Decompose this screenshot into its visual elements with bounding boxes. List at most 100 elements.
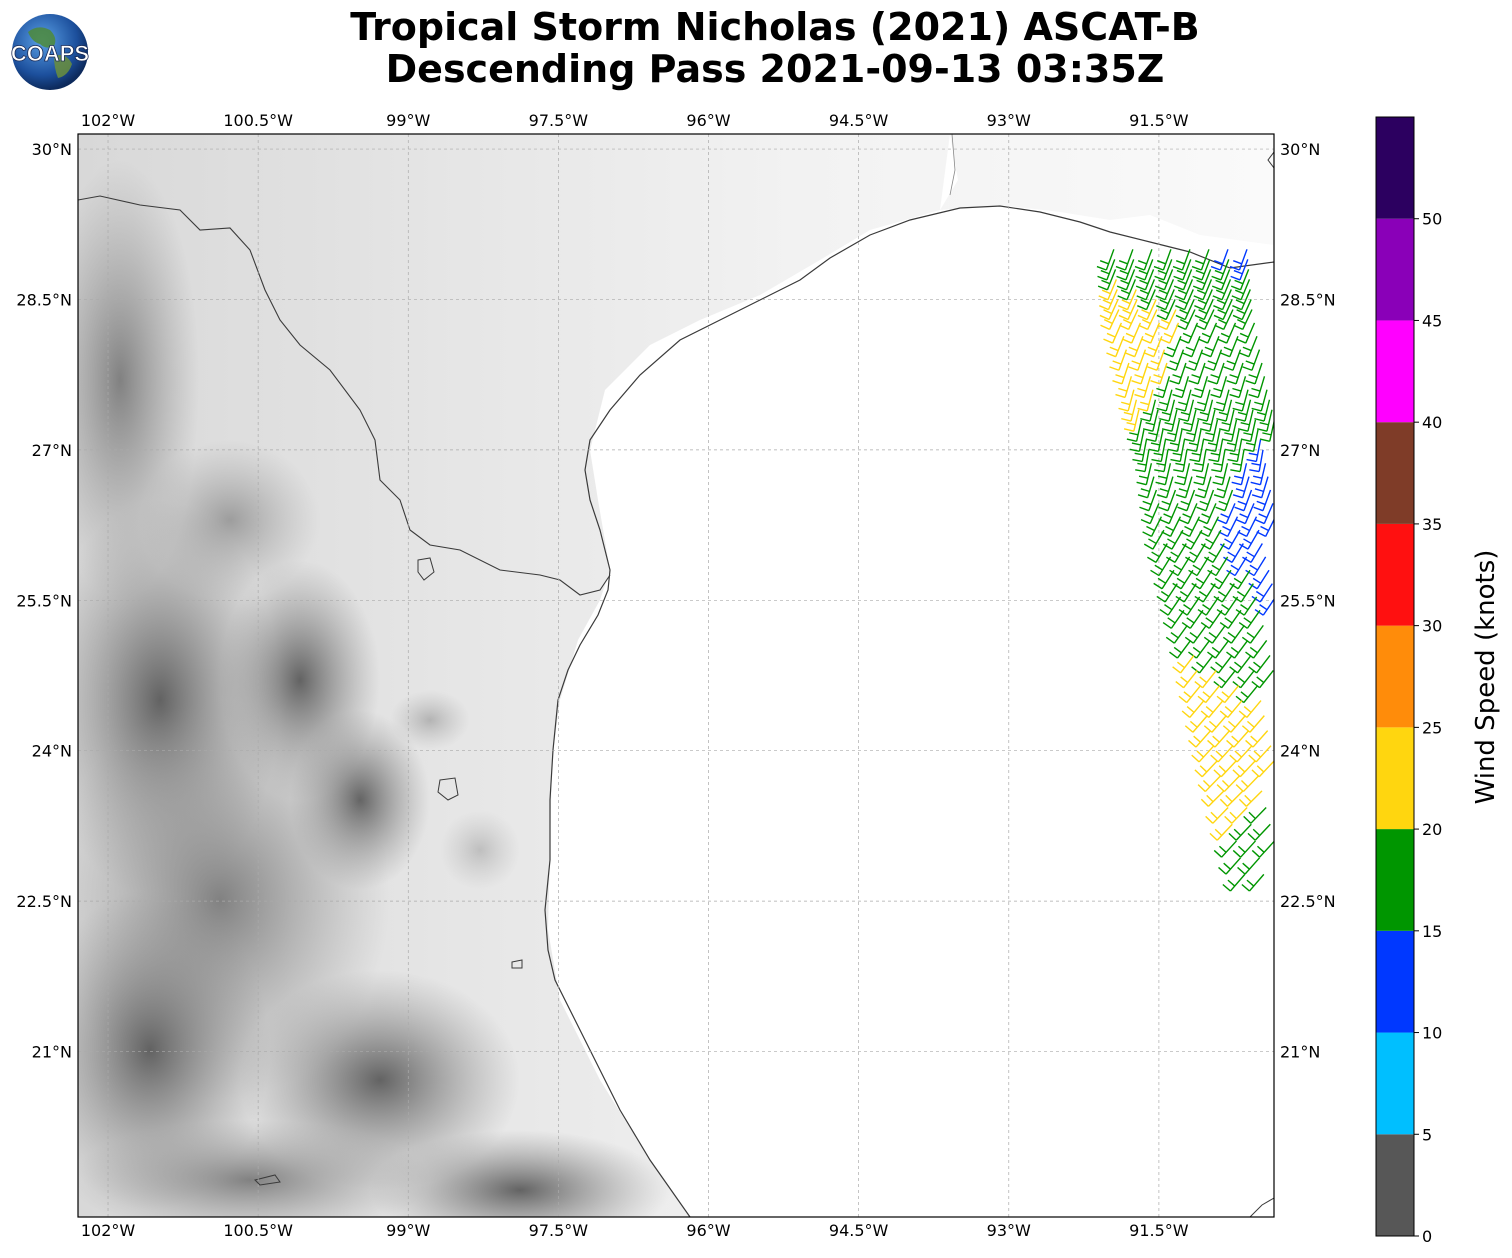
wind-barb	[1136, 279, 1156, 301]
lon-tick-label-top: 91.5°W	[1129, 111, 1189, 130]
wind-barb	[1147, 543, 1168, 563]
wind-barb	[1232, 840, 1257, 858]
wind-barb	[1175, 670, 1198, 689]
wind-barb	[1197, 775, 1222, 793]
wind-barb	[1251, 583, 1273, 603]
wind-barb	[1155, 463, 1172, 486]
lat-tick-label-right: 24°N	[1280, 742, 1320, 761]
wind-barb	[1154, 449, 1169, 473]
wind-barb	[1129, 429, 1145, 453]
wind-barb	[1162, 529, 1184, 550]
wind-barb	[1154, 269, 1174, 291]
wind-barb	[1166, 543, 1187, 563]
wind-barb	[1202, 419, 1219, 442]
wind-barb	[1230, 259, 1249, 281]
lat-tick-label-right: 22.5°N	[1280, 892, 1336, 911]
wind-barb	[1197, 399, 1214, 422]
wind-barb	[1204, 543, 1225, 563]
wind-barb	[1207, 362, 1225, 385]
wind-barb	[1253, 489, 1272, 512]
wind-barb	[1128, 349, 1147, 371]
lon-tick-label-bottom: 91.5°W	[1129, 1221, 1189, 1240]
wind-barb	[1197, 503, 1217, 525]
wind-barb	[1118, 389, 1135, 412]
wind-barb	[1175, 476, 1193, 499]
wind-barb	[1235, 685, 1259, 704]
wind-barb	[1139, 489, 1158, 512]
wind-barb	[1209, 823, 1233, 841]
wind-barb	[1154, 259, 1173, 281]
colorbar-bin	[1376, 829, 1414, 931]
wind-barb	[1166, 349, 1185, 371]
wind-barb	[1192, 269, 1212, 291]
wind-barb	[1235, 503, 1255, 525]
wind-barb	[1137, 476, 1155, 499]
title-line-1: Tropical Storm Nicholas (2021) ASCAT-B	[350, 5, 1200, 49]
lat-tick-label-left: 27°N	[32, 441, 72, 460]
wind-barb	[1115, 249, 1134, 271]
wind-barb	[1214, 309, 1234, 331]
map-title: Tropical Storm Nicholas (2021) ASCAT-B D…	[160, 6, 1390, 90]
wind-barb	[1238, 790, 1263, 807]
wind-barb	[1162, 609, 1185, 629]
lon-tick-label-bottom: 96°W	[686, 1221, 730, 1240]
wind-barb	[1210, 569, 1232, 590]
wind-barb	[1221, 419, 1238, 442]
wind-barb	[1159, 503, 1179, 525]
wind-barb	[1239, 335, 1258, 358]
wind-barb	[1163, 335, 1182, 358]
wind-barb	[1200, 529, 1222, 550]
wind-barb	[1224, 807, 1248, 824]
wind-barb	[1194, 670, 1217, 689]
lat-tick-label-left: 25.5°N	[16, 591, 72, 610]
lon-tick-label-top: 100.5°W	[223, 111, 293, 130]
wind-barb	[1205, 429, 1221, 453]
wind-barb	[1251, 840, 1274, 858]
wind-barb	[1191, 249, 1210, 271]
colorbar-tick-label: 50	[1422, 210, 1442, 229]
wind-barb	[1119, 309, 1139, 331]
wind-barb	[1201, 335, 1220, 358]
colorbar-tick-label: 45	[1422, 311, 1442, 330]
wind-barb	[1232, 389, 1249, 412]
colorbar-bin	[1376, 218, 1414, 321]
wind-barb	[1204, 349, 1223, 371]
wind-barb	[1116, 259, 1135, 281]
wind-barb	[1173, 259, 1192, 281]
wind-barb	[1207, 639, 1230, 659]
lon-tick-label-bottom: 93°W	[987, 1221, 1031, 1240]
wind-barb	[1213, 389, 1230, 412]
wind-barb	[1172, 655, 1195, 674]
wind-barb	[1156, 389, 1173, 412]
wind-barb	[1245, 362, 1263, 385]
wind-barb	[1242, 543, 1263, 563]
wind-barb	[1248, 376, 1266, 399]
colorbar-bin	[1376, 117, 1414, 219]
wind-barb	[1238, 609, 1261, 629]
wind-barb	[1235, 775, 1260, 793]
wind-barb	[1169, 639, 1192, 659]
wind-barb	[1229, 569, 1251, 590]
wind-barb	[1200, 609, 1223, 629]
wind-barb	[1188, 362, 1206, 385]
lat-tick-label-right: 28.5°N	[1280, 290, 1336, 309]
wind-barb	[1219, 609, 1242, 629]
colorbar-title: Wind Speed (knots)	[1471, 550, 1501, 805]
lat-tick-label-right: 25.5°N	[1280, 591, 1336, 610]
wind-barb	[1175, 583, 1197, 603]
lat-tick-label-right: 21°N	[1280, 1043, 1320, 1062]
wind-barb	[1097, 259, 1116, 281]
wind-barb	[1251, 389, 1268, 412]
lon-tick-label-top: 97.5°W	[529, 111, 589, 130]
wind-barb	[1125, 335, 1144, 358]
wind-barb	[1228, 823, 1252, 841]
wind-barb	[1241, 873, 1265, 892]
wind-barb	[1184, 715, 1208, 733]
wind-barb	[1217, 322, 1237, 344]
wind-barb	[1213, 583, 1235, 603]
island-2	[511, 959, 523, 969]
ne-corner-coast	[1267, 151, 1274, 169]
wind-barb	[1222, 873, 1246, 892]
wind-barb	[1208, 439, 1224, 463]
wind-barb	[1197, 685, 1221, 704]
